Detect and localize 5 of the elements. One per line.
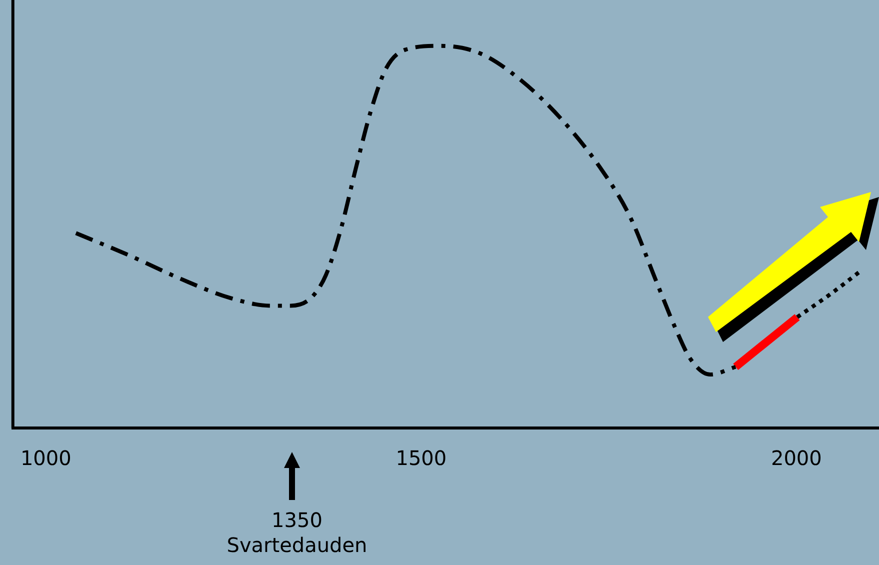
text: Svartedauden [226,533,368,558]
text: 1350 [272,508,322,532]
x-tick-label: 2000 [770,446,822,470]
x-tick-label: 1500 [396,446,447,470]
x-tick-label: 1000 [20,446,72,470]
